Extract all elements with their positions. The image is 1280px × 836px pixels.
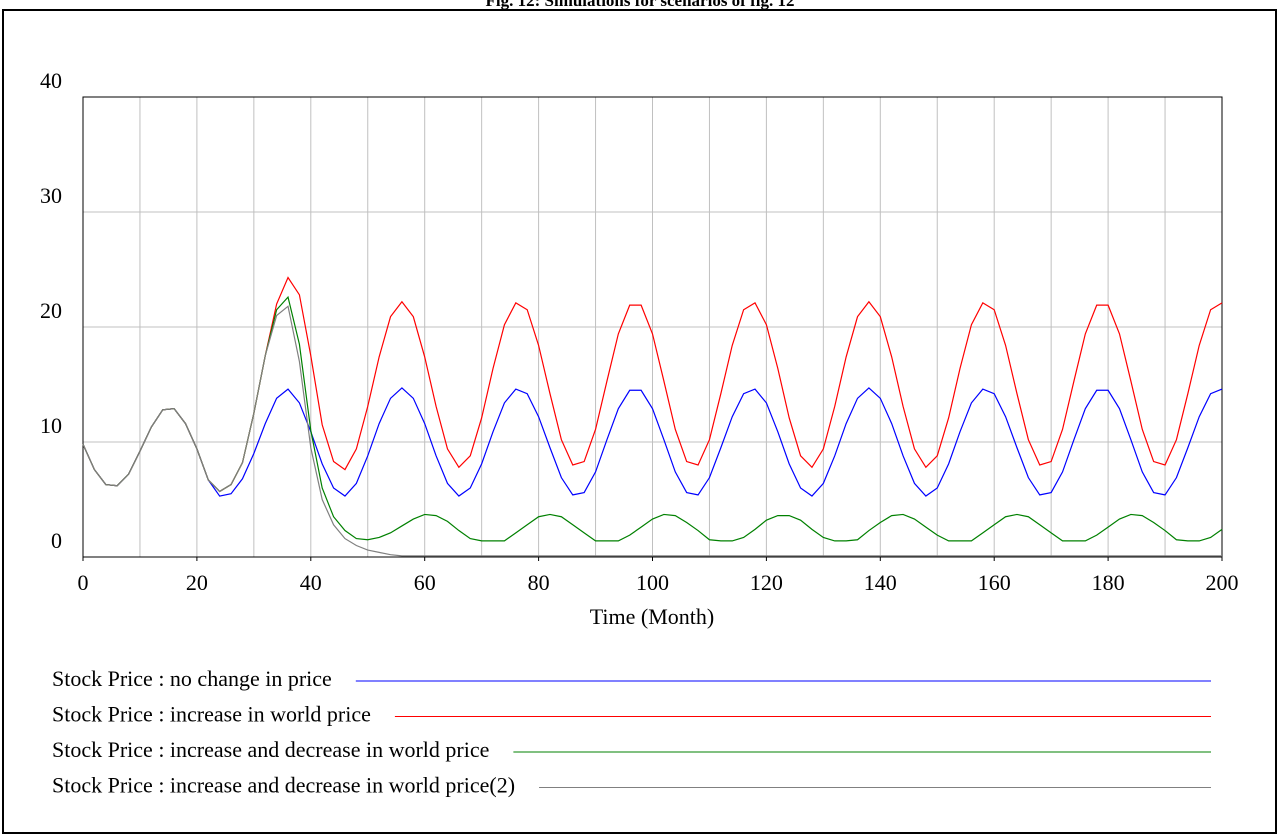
- series-line: [82, 295, 1223, 542]
- frame: [2, 9, 1277, 834]
- x-tick-label: 0: [78, 570, 89, 595]
- y-tick-label: 0: [51, 528, 62, 553]
- legend-label: Stock Price : increase and decrease in w…: [52, 737, 489, 762]
- x-tick-label: 20: [186, 570, 208, 595]
- legend-label: Stock Price : increase and decrease in w…: [52, 773, 515, 798]
- series-line: [82, 305, 1222, 557]
- legend-label: Stock Price : no change in price: [52, 666, 332, 691]
- y-tick-label: 40: [40, 68, 62, 93]
- x-tick-label: 140: [864, 570, 897, 595]
- series-line: [82, 387, 1223, 497]
- x-tick-label: 100: [636, 570, 669, 595]
- series-line: [82, 276, 1223, 493]
- y-tick-label: 30: [40, 183, 62, 208]
- x-tick-label: 180: [1092, 570, 1125, 595]
- x-axis-label: Time (Month): [590, 604, 714, 629]
- y-tick-label: 10: [40, 413, 62, 438]
- y-tick-label: 20: [40, 298, 62, 323]
- plot-border: [82, 96, 1223, 558]
- x-tick-label: 160: [978, 570, 1011, 595]
- chart-title: Fig. 12: Simulations for scenarios of fi…: [486, 0, 795, 10]
- legend-label: Stock Price : increase in world price: [52, 702, 371, 727]
- x-tick-label: 120: [750, 570, 783, 595]
- x-tick-label: 60: [414, 570, 436, 595]
- x-tick-label: 40: [300, 570, 322, 595]
- x-tick-label: 200: [1206, 570, 1239, 595]
- x-tick-label: 80: [528, 570, 550, 595]
